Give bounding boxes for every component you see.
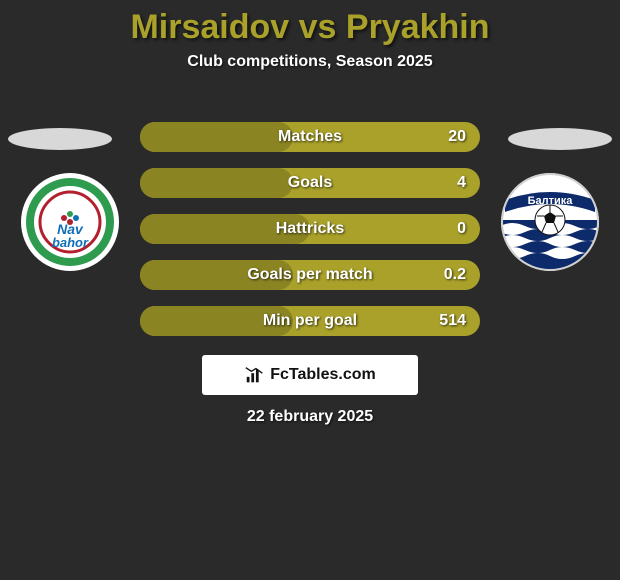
stat-row: Goals per match 0.2 — [140, 260, 480, 290]
page-subtitle: Club competitions, Season 2025 — [0, 53, 620, 71]
stats-container: Matches 20 Goals 4 Hattricks 0 Goals per… — [140, 122, 480, 352]
player-left-badge: Nav bahor — [20, 172, 120, 272]
stat-right-value: 514 — [439, 306, 466, 336]
stat-row: Matches 20 — [140, 122, 480, 152]
player-right-ellipse — [508, 128, 612, 150]
stat-label: Matches — [140, 122, 480, 152]
bar-chart-icon — [244, 364, 266, 386]
date-text: 22 february 2025 — [0, 408, 620, 426]
badge-left-text-bottom: bahor — [52, 235, 89, 250]
stat-label: Goals per match — [140, 260, 480, 290]
branding-text: FcTables.com — [270, 366, 376, 384]
stat-right-value: 0 — [457, 214, 466, 244]
stat-label: Goals — [140, 168, 480, 198]
stat-right-value: 0.2 — [444, 260, 466, 290]
stat-right-value: 4 — [457, 168, 466, 198]
stat-row: Min per goal 514 — [140, 306, 480, 336]
player-right-badge: Балтика — [500, 172, 600, 272]
stat-label: Hattricks — [140, 214, 480, 244]
stat-row: Hattricks 0 — [140, 214, 480, 244]
stat-label: Min per goal — [140, 306, 480, 336]
stat-right-value: 20 — [448, 122, 466, 152]
page-title: Mirsaidov vs Pryakhin — [0, 0, 620, 47]
stat-row: Goals 4 — [140, 168, 480, 198]
player-left-ellipse — [8, 128, 112, 150]
branding-box: FcTables.com — [202, 355, 418, 395]
